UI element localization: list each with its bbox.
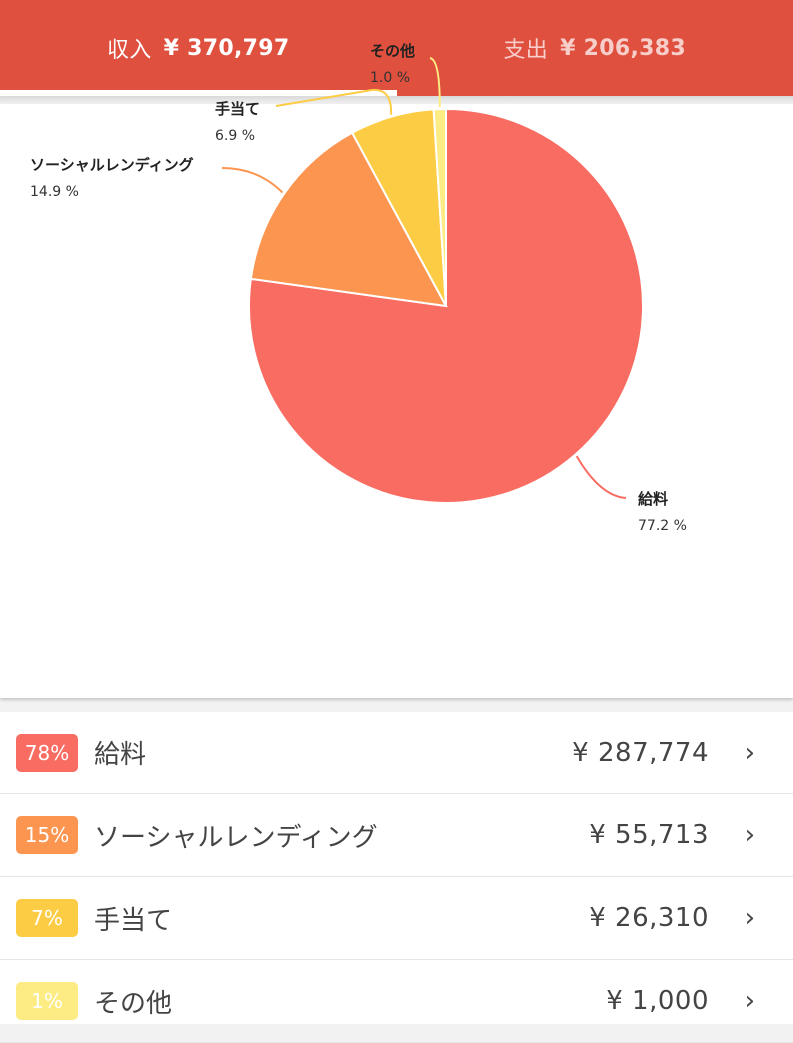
- percent-badge: 78%: [16, 734, 78, 772]
- chevron-right-icon: ›: [745, 986, 755, 1016]
- list-item-social-lending[interactable]: 15% ソーシャルレンディング ¥ 55,713 ›: [0, 794, 793, 877]
- slice-percent-label: 1.0 %: [370, 70, 410, 86]
- slice-label: 給料: [638, 490, 668, 508]
- leader-line: [430, 58, 440, 107]
- list-item-other[interactable]: 1% その他 ¥ 1,000 ›: [0, 960, 793, 1043]
- category-name: その他: [94, 983, 172, 1020]
- slice-label: ソーシャルレンディング: [30, 156, 194, 174]
- category-name: 手当て: [94, 900, 172, 937]
- percent-badge: 7%: [16, 899, 78, 937]
- slice-label: 手当て: [215, 100, 260, 118]
- chevron-right-icon: ›: [745, 903, 755, 933]
- leader-line: [577, 456, 626, 498]
- category-amount: ¥ 55,713: [589, 820, 709, 850]
- leader-line: [276, 90, 391, 115]
- slice-percent-label: 77.2 %: [638, 518, 687, 534]
- leader-line: [222, 168, 282, 193]
- chevron-right-icon: ›: [745, 820, 755, 850]
- pie-chart: 給料 77.2 % ソーシャルレンディング 14.9 % 手当て 6.9 % その他 1.0 …: [0, 0, 793, 700]
- slice-percent-label: 6.9 %: [215, 128, 255, 144]
- slice-percent-label: 14.9 %: [30, 184, 79, 200]
- list-item-allowance[interactable]: 7% 手当て ¥ 26,310 ›: [0, 877, 793, 960]
- category-name: 給料: [94, 734, 146, 771]
- category-amount: ¥ 1,000: [606, 986, 709, 1016]
- category-name: ソーシャルレンディング: [94, 817, 378, 854]
- slice-label: その他: [370, 42, 415, 60]
- category-list: 78% 給料 ¥ 287,774 › 15% ソーシャルレンディング ¥ 55,…: [0, 712, 793, 1024]
- chevron-right-icon: ›: [745, 738, 755, 768]
- percent-badge: 1%: [16, 982, 78, 1020]
- category-amount: ¥ 287,774: [572, 738, 709, 768]
- list-item-salary[interactable]: 78% 給料 ¥ 287,774 ›: [0, 712, 793, 794]
- category-amount: ¥ 26,310: [589, 903, 709, 933]
- percent-badge: 15%: [16, 816, 78, 854]
